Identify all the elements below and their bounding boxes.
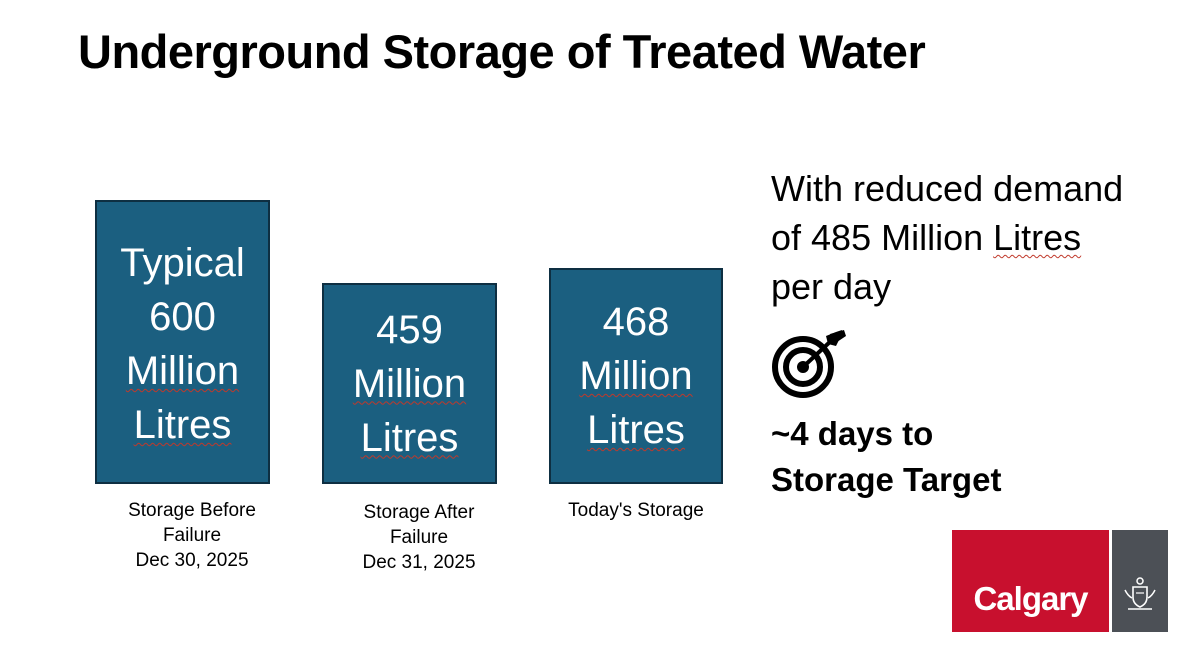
caption-line: Storage Before	[128, 500, 256, 521]
caption-line: Dec 30, 2025	[135, 550, 249, 571]
logo-emblem-panel	[1112, 530, 1168, 632]
storage-after-failure-box: 459 Million Litres	[322, 283, 497, 484]
demand-line: With reduced demand	[771, 168, 1124, 209]
demand-line: of 485 Million Litres	[771, 217, 1082, 258]
coat-of-arms-icon	[1124, 577, 1156, 610]
logo-wordmark: Calgary	[973, 580, 1088, 617]
target-icon	[772, 330, 846, 398]
storage-target-text: ~4 days to Storage Target	[771, 411, 1001, 503]
bar-label-line: 459	[376, 307, 443, 352]
caption-line: Failure	[162, 525, 222, 546]
target-line: Storage Target	[771, 461, 1002, 498]
bar-label-line: 600	[149, 295, 216, 339]
bar-label-line: Litres	[587, 408, 685, 452]
caption-line: Storage After	[363, 502, 475, 523]
bar-label-line: Litres	[360, 415, 459, 460]
reduced-demand-text: With reduced demand of 485 Million Litre…	[771, 164, 1123, 311]
caption-line: Dec 31, 2025	[362, 552, 476, 573]
bar-label-line: 468	[602, 300, 670, 344]
caption-line: Failure	[389, 527, 449, 548]
storage-after-failure-caption: Storage After Failure Dec 31, 2025	[319, 500, 519, 575]
bar-label-line: Million	[125, 349, 240, 393]
logo-wordmark-panel: Calgary	[952, 530, 1109, 632]
bar-label-line: Million	[352, 361, 467, 406]
target-line: ~4 days to	[771, 415, 934, 452]
storage-before-failure-box: Typical 600 Million Litres	[95, 200, 270, 484]
caption-line: Today's Storage	[568, 500, 704, 521]
bar-label-line: Typical	[120, 241, 245, 285]
storage-before-failure-caption: Storage Before Failure Dec 30, 2025	[92, 498, 292, 573]
bar-label-line: Litres	[133, 403, 232, 447]
todays-storage-caption: Today's Storage	[536, 498, 736, 523]
calgary-logo: Calgary	[952, 530, 1168, 632]
todays-storage-box: 468 Million Litres	[549, 268, 723, 484]
demand-line: per day	[771, 266, 892, 307]
bar-label-line: Million	[579, 354, 693, 398]
page-title: Underground Storage of Treated Water	[78, 25, 926, 78]
